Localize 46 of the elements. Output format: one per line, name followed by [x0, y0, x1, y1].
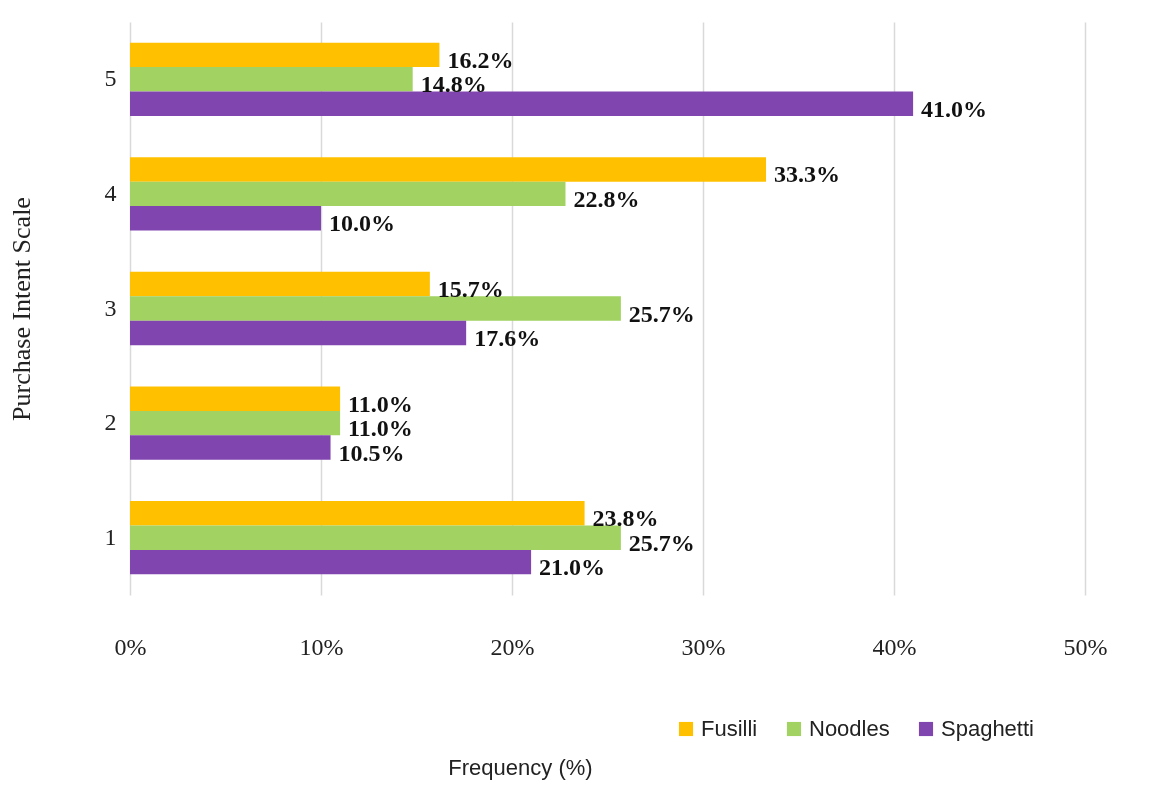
x-tick-label: 30%	[681, 633, 726, 660]
data-label: 10.5%	[338, 439, 405, 466]
x-tick-label: 0%	[114, 633, 147, 660]
legend-label: Noodles	[809, 716, 890, 741]
data-label: 41.0%	[921, 95, 988, 122]
bar	[130, 320, 467, 346]
data-label: 17.6%	[474, 324, 541, 351]
data-label: 22.8%	[573, 185, 640, 212]
data-label: 33.3%	[774, 161, 841, 188]
y-tick-label: 3	[104, 294, 117, 321]
bar	[130, 42, 440, 68]
x-tick-label: 20%	[490, 633, 535, 660]
data-label: 25.7%	[628, 300, 695, 327]
x-tick-label: 10%	[299, 633, 344, 660]
data-label: 25.7%	[628, 529, 695, 556]
legend-label: Spaghetti	[941, 716, 1034, 741]
y-axis-title: Purchase Intent Scale	[6, 197, 36, 421]
bar	[130, 206, 321, 231]
data-label: 11.0%	[348, 415, 413, 442]
bar	[130, 91, 914, 116]
data-label: 10.0%	[329, 210, 395, 237]
y-tick-label: 2	[104, 409, 117, 436]
y-tick-label: 1	[104, 523, 117, 550]
x-axis-title: Frequency (%)	[448, 754, 593, 780]
bar	[130, 67, 413, 92]
bar	[130, 435, 331, 460]
bar	[130, 501, 585, 526]
data-label: 23.8%	[592, 505, 659, 532]
bar	[130, 410, 341, 436]
bar	[130, 157, 767, 182]
legend-label: Fusilli	[701, 716, 758, 741]
y-tick-label: 5	[104, 65, 117, 92]
data-label: 14.8%	[420, 71, 487, 98]
bar	[130, 296, 621, 321]
x-tick-label: 50%	[1063, 633, 1108, 660]
data-label: 11.0%	[348, 390, 413, 417]
bar	[130, 181, 566, 207]
bar	[130, 549, 532, 575]
data-label: 15.7%	[437, 276, 504, 303]
x-tick-label: 40%	[872, 633, 917, 660]
data-label: 16.2%	[447, 46, 514, 73]
bar	[130, 525, 621, 550]
bar	[130, 271, 430, 297]
y-tick-label: 4	[104, 179, 117, 206]
bar	[130, 386, 341, 411]
data-label: 21.0%	[539, 554, 606, 581]
